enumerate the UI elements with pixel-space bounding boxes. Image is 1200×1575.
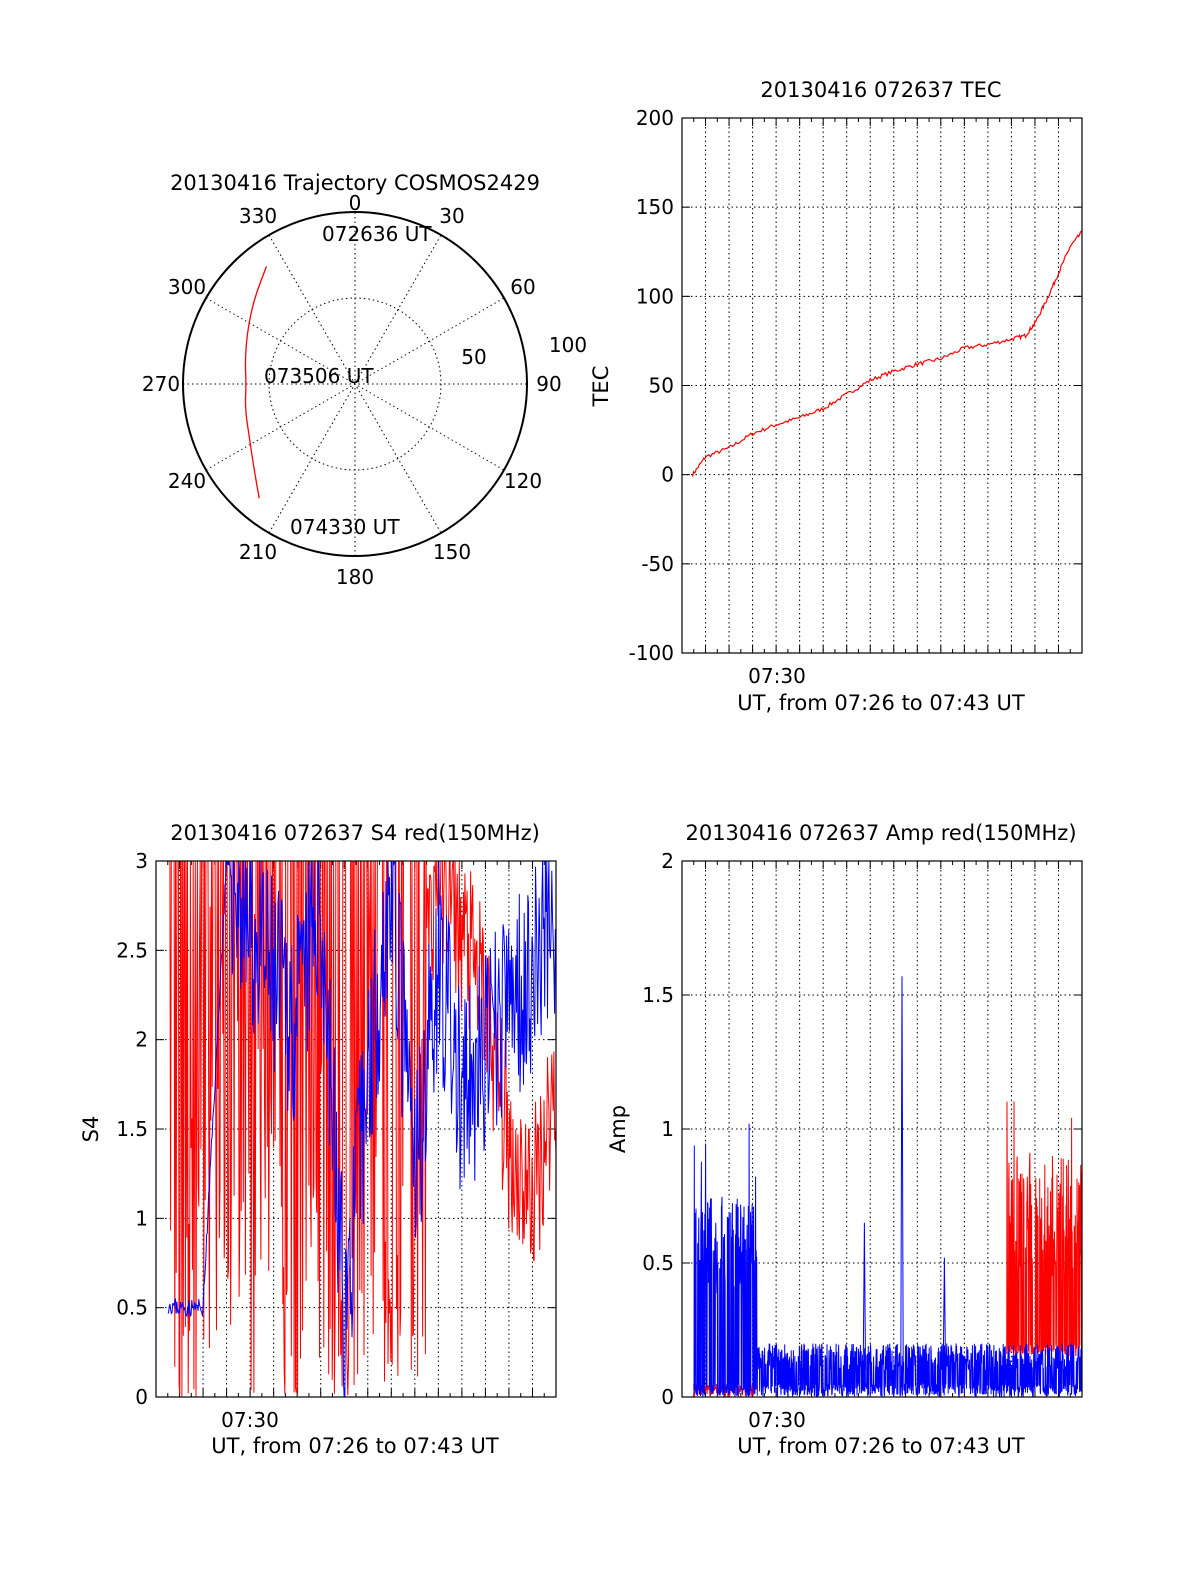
y-tick-label: 1	[661, 1117, 674, 1141]
amp-blue-trace	[756, 1343, 1083, 1398]
s4-panel: 20130416 072637 S4 red(150MHz) 0 0.5 1 1.5 2…	[79, 821, 557, 1458]
amp-x-tick-label: 07:30	[748, 1408, 806, 1432]
y-tick-label: -100	[629, 641, 674, 665]
trajectory-title: 20130416 Trajectory COSMOS2429	[170, 171, 540, 195]
tec-series	[692, 230, 1083, 477]
radial-label-100: 100	[549, 333, 587, 357]
radial-label-50: 50	[461, 345, 486, 369]
tec-panel: 20130416 072637 TEC -100-50050100150200 …	[589, 78, 1083, 715]
s4-x-tick-label: 07:30	[221, 1408, 279, 1432]
amp-panel: 20130416 072637 Amp red(150MHz) 0 0.5 1 1.5…	[606, 821, 1083, 1458]
tec-xlabel: UT, from 07:26 to 07:43 UT	[737, 691, 1025, 715]
polar-angle-label: 330	[239, 204, 277, 228]
polar-angle-label: 300	[168, 275, 206, 299]
s4-ylabel: S4	[79, 1116, 103, 1143]
y-tick-label: 0.5	[116, 1296, 148, 1320]
y-tick-label: 2	[135, 1028, 148, 1052]
s4-y-tick-labels: 0 0.5 1 1.5 2 2.5 3	[116, 849, 148, 1409]
polar-spoke	[268, 234, 442, 534]
polar-angle-label: 180	[336, 565, 374, 589]
tec-line	[692, 230, 1083, 477]
s4-title: 20130416 072637 S4 red(150MHz)	[170, 821, 540, 845]
amp-title: 20130416 072637 Amp red(150MHz)	[685, 821, 1076, 845]
trajectory-line	[244, 266, 268, 499]
y-tick-label: 1	[135, 1206, 148, 1230]
y-tick-label: 0	[661, 463, 674, 487]
amp-blue-trace	[900, 976, 904, 1371]
s4-axes-frame	[155, 860, 557, 1398]
annotation-mid-time: 073506 UT	[264, 364, 374, 388]
y-tick-label: -50	[641, 552, 674, 576]
amp-blue-trace	[862, 1222, 866, 1371]
y-tick-label: 3	[135, 849, 148, 873]
polar-angle-label: 210	[239, 540, 277, 564]
tec-axes-frame	[681, 117, 1083, 654]
amp-blue-trace	[693, 1123, 758, 1397]
polar-angle-label: 120	[504, 469, 542, 493]
tec-ylabel: TEC	[589, 366, 613, 408]
polar-angle-label: 60	[510, 275, 535, 299]
polar-angle-label: 150	[433, 540, 471, 564]
amp-red-trace	[1006, 1101, 1083, 1357]
amp-axes-frame	[681, 860, 1083, 1398]
polar-angle-label: 90	[536, 372, 561, 396]
tec-x-tick-label: 07:30	[748, 664, 806, 688]
polar-angle-labels: 0 30 60 90 120 150 180 210 240 270 300 330	[142, 191, 562, 589]
y-tick-label: 2.5	[116, 938, 148, 962]
tec-grid	[681, 117, 1083, 654]
amp-xlabel: UT, from 07:26 to 07:43 UT	[737, 1434, 1025, 1458]
annotation-start-time: 072636 UT	[322, 222, 432, 246]
s4-xlabel: UT, from 07:26 to 07:43 UT	[211, 1434, 499, 1458]
polar-angle-label: 0	[349, 191, 362, 215]
polar-grid	[182, 211, 528, 557]
y-tick-label: 0	[135, 1385, 148, 1409]
y-tick-label: 200	[636, 106, 674, 130]
polar-angle-label: 270	[142, 372, 180, 396]
amp-y-tick-labels: 0 0.5 1 1.5 2	[642, 849, 674, 1409]
y-tick-label: 1.5	[642, 983, 674, 1007]
amp-series	[693, 976, 1083, 1398]
tec-title: 20130416 072637 TEC	[760, 78, 1001, 102]
y-tick-label: 50	[649, 374, 674, 398]
amp-ylabel: Amp	[606, 1105, 630, 1153]
y-tick-label: 150	[636, 195, 674, 219]
amp-blue-trace	[942, 1257, 946, 1371]
trajectory-polar-panel: 20130416 Trajectory COSMOS2429 0 30 60 90 12…	[142, 171, 587, 589]
y-tick-label: 2	[661, 849, 674, 873]
tec-y-tick-labels: -100 -50 0 50 100 150 200	[629, 106, 674, 665]
y-tick-label: 100	[636, 284, 674, 308]
trajectory-series	[244, 266, 268, 499]
y-tick-label: 1.5	[116, 1117, 148, 1141]
y-tick-label: 0	[661, 1385, 674, 1409]
annotation-end-time: 074330 UT	[290, 515, 400, 539]
y-tick-label: 0.5	[642, 1251, 674, 1275]
polar-angle-label: 240	[168, 469, 206, 493]
polar-angle-label: 30	[439, 204, 464, 228]
s4-blue-line	[167, 860, 557, 1398]
